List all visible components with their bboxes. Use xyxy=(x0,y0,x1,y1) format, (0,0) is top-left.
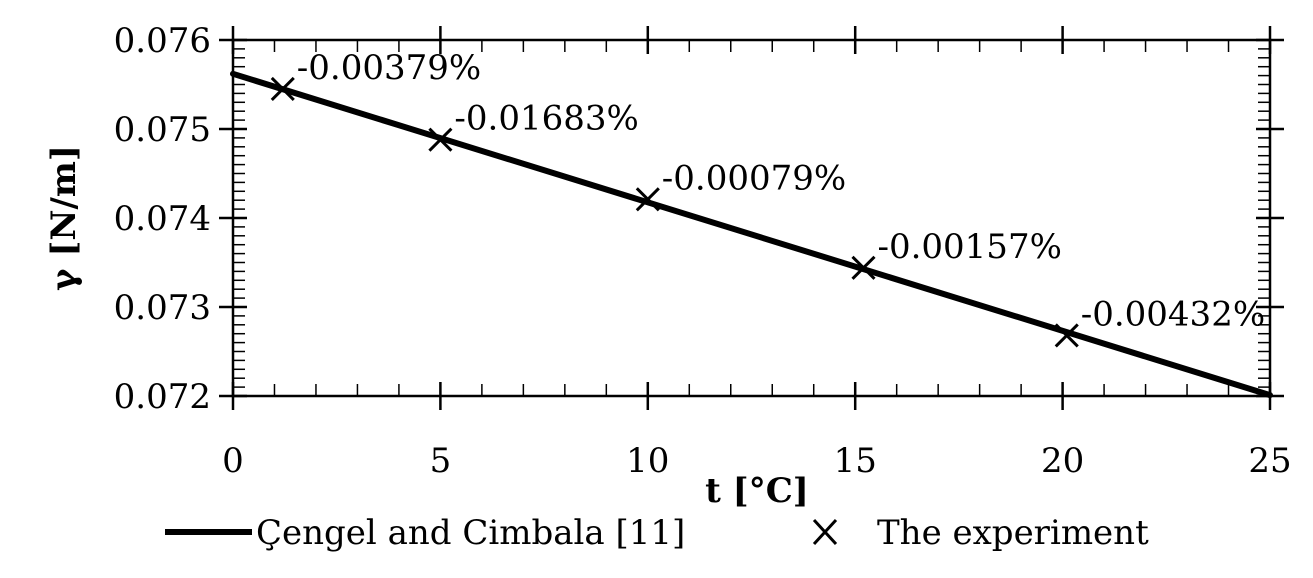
y-tick-label: 0.072 xyxy=(114,377,211,417)
legend: Çengel and Cimbala [11] The experiment xyxy=(165,513,1149,553)
chart-labels: -0.00379% -0.01683% -0.00079% -0.00157% -0.0… xyxy=(297,48,1265,335)
axes: 0.072 0.073 0.074 0.075 0.076 0 5 10 15 20 25 xyxy=(114,21,1292,481)
y-tick-label: 0.073 xyxy=(114,288,211,328)
y-axis-title: γ [N/m] xyxy=(44,145,84,291)
x-tick-label: 0 xyxy=(222,441,244,481)
chart-marks xyxy=(230,70,1273,399)
data-label-experiment: -0.00079% xyxy=(662,158,846,198)
legend-label-experiment: The experiment xyxy=(877,513,1149,553)
y-tick-label: 0.074 xyxy=(114,199,211,239)
data-point-experiment xyxy=(635,187,660,212)
series-line-cengel-cimbala xyxy=(230,70,1273,399)
x-tick-label: 20 xyxy=(1041,441,1084,481)
data-point-experiment xyxy=(428,127,453,152)
data-label-experiment: -0.00432% xyxy=(1081,294,1265,334)
x-marker-stroke xyxy=(635,187,660,212)
legend-label-line-series: Çengel and Cimbala [11] xyxy=(256,513,685,553)
data-point-experiment xyxy=(1054,323,1079,348)
data-label-experiment: -0.00379% xyxy=(297,48,481,88)
plot-area-border xyxy=(231,38,1272,398)
data-label-experiment: -0.00157% xyxy=(877,227,1061,267)
data-point-experiment xyxy=(270,76,295,102)
x-tick-label: 25 xyxy=(1248,441,1291,481)
y-tick-label: 0.076 xyxy=(114,21,211,61)
data-point-experiment xyxy=(851,255,876,280)
x-tick-label: 5 xyxy=(430,441,452,481)
x-axis-title: t [°C] xyxy=(705,471,809,511)
x-tick-label: 15 xyxy=(834,441,877,481)
legend-x-marker-swatch xyxy=(812,518,838,546)
x-tick-label: 10 xyxy=(626,441,669,481)
y-tick-label: 0.075 xyxy=(114,110,211,150)
x-marker-stroke xyxy=(270,76,295,102)
x-marker-stroke xyxy=(428,127,453,152)
data-label-experiment: -0.01683% xyxy=(454,99,638,139)
x-marker-stroke xyxy=(1054,323,1079,348)
x-marker-stroke xyxy=(851,255,876,280)
